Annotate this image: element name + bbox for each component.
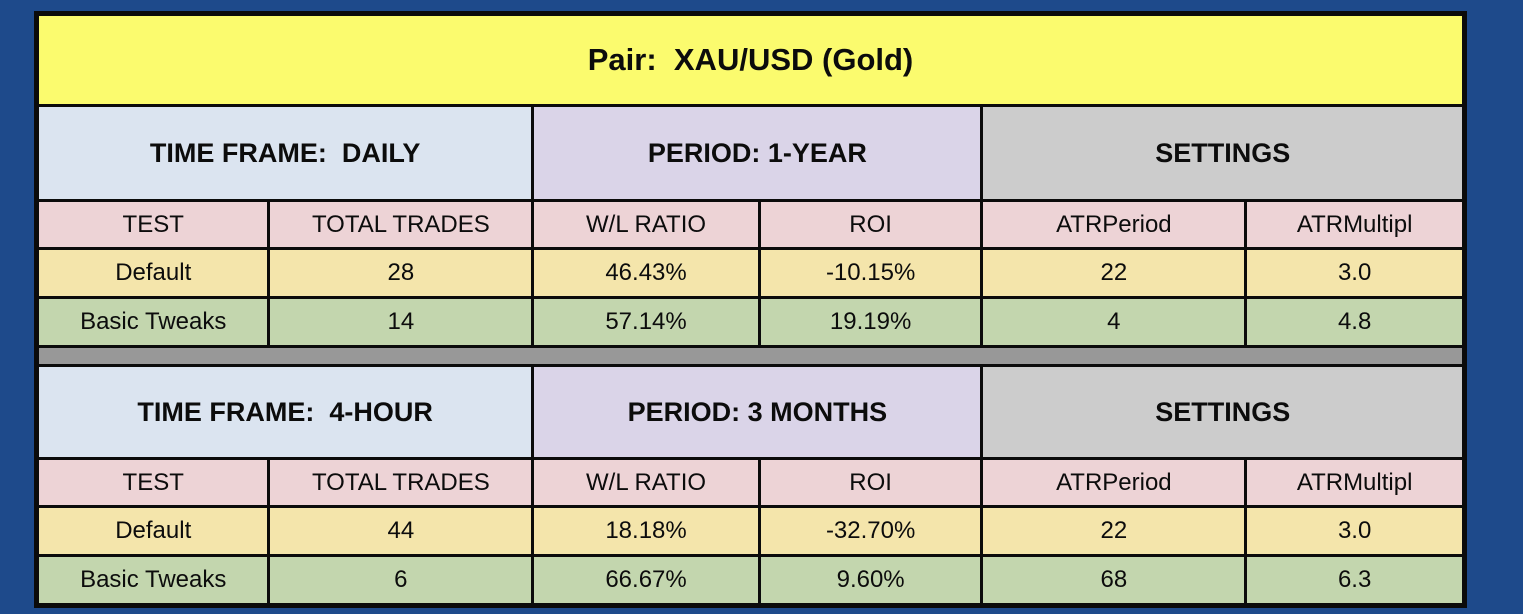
col-header-test: TEST (39, 202, 268, 247)
cell-total-trades: 44 (270, 508, 532, 554)
cell-roi: -10.15% (760, 250, 981, 296)
cell-atr-multipl: 3.0 (1247, 508, 1462, 554)
cell-roi: 9.60% (760, 557, 981, 603)
cell-test: Basic Tweaks (39, 557, 268, 603)
section-separator-bar (39, 348, 1462, 364)
section1-period-header: PERIOD: 1-YEAR (534, 107, 981, 199)
cell-atr-multipl: 6.3 (1247, 557, 1462, 603)
section2-settings-header: SETTINGS (983, 367, 1462, 457)
pair-title: Pair: XAU/USD (Gold) (39, 16, 1462, 104)
cell-wl-ratio: 57.14% (534, 299, 758, 345)
col-header-test: TEST (39, 460, 268, 505)
cell-atr-period: 4 (983, 299, 1245, 345)
col-header-roi: ROI (760, 460, 981, 505)
cell-total-trades: 28 (270, 250, 532, 296)
cell-atr-multipl: 4.8 (1247, 299, 1462, 345)
cell-total-trades: 6 (270, 557, 532, 603)
cell-atr-period: 22 (983, 250, 1245, 296)
col-header-atr-multipl: ATRMultipl (1247, 460, 1462, 505)
cell-test: Basic Tweaks (39, 299, 268, 345)
col-header-atr-multipl: ATRMultipl (1247, 202, 1462, 247)
cell-test: Default (39, 250, 268, 296)
backtest-results-table: Pair: XAU/USD (Gold) TIME FRAME: DAILY P… (34, 11, 1467, 608)
col-header-atr-period: ATRPeriod (983, 460, 1245, 505)
col-header-atr-period: ATRPeriod (983, 202, 1245, 247)
cell-total-trades: 14 (270, 299, 532, 345)
cell-roi: -32.70% (760, 508, 981, 554)
col-header-wl-ratio: W/L RATIO (534, 460, 758, 505)
cell-atr-multipl: 3.0 (1247, 250, 1462, 296)
section1-settings-header: SETTINGS (983, 107, 1462, 199)
col-header-total-trades: TOTAL TRADES (270, 460, 532, 505)
cell-wl-ratio: 18.18% (534, 508, 758, 554)
col-header-roi: ROI (760, 202, 981, 247)
section2-period-header: PERIOD: 3 MONTHS (534, 367, 981, 457)
section2-timeframe-header: TIME FRAME: 4-HOUR (39, 367, 532, 457)
cell-wl-ratio: 66.67% (534, 557, 758, 603)
cell-roi: 19.19% (760, 299, 981, 345)
col-header-wl-ratio: W/L RATIO (534, 202, 758, 247)
cell-atr-period: 68 (983, 557, 1245, 603)
cell-wl-ratio: 46.43% (534, 250, 758, 296)
section1-timeframe-header: TIME FRAME: DAILY (39, 107, 532, 199)
cell-test: Default (39, 508, 268, 554)
col-header-total-trades: TOTAL TRADES (270, 202, 532, 247)
cell-atr-period: 22 (983, 508, 1245, 554)
